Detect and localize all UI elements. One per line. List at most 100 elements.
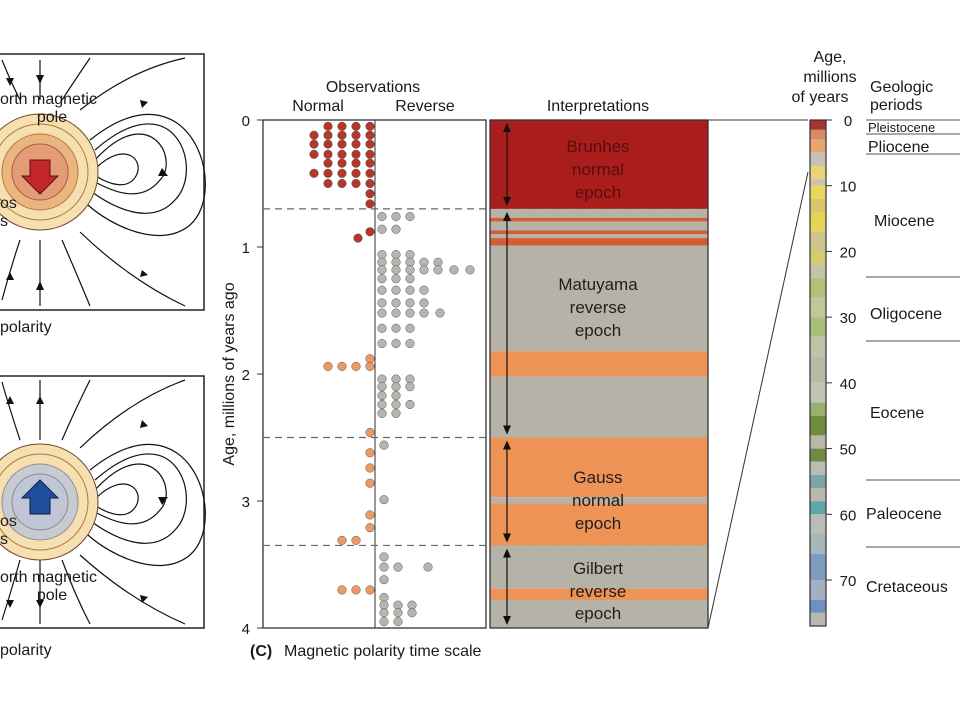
period-label: Pliocene	[868, 139, 929, 156]
observation-dot	[407, 600, 417, 610]
time-scale-band	[810, 448, 826, 462]
observation-dot	[365, 448, 375, 458]
epoch-label: Gauss	[573, 468, 622, 487]
observation-dot	[379, 440, 389, 450]
polarity-band	[490, 600, 708, 628]
observation-dot	[393, 562, 403, 572]
scale-tick-label: 10	[840, 179, 857, 196]
time-scale-frame	[809, 119, 827, 627]
interpretations-frame	[489, 119, 709, 629]
period-label: Oligocene	[870, 306, 942, 323]
observation-dot	[351, 121, 361, 131]
time-scale-band	[810, 474, 826, 488]
observation-dot	[379, 617, 389, 627]
time-scale-band	[810, 120, 826, 130]
observation-dot	[337, 139, 347, 149]
interpretations-title: Interpretations	[547, 98, 649, 115]
normal-polarity-caption: polarity	[0, 319, 52, 336]
pole-label: pole	[37, 109, 67, 126]
polarity-band	[490, 497, 708, 504]
observation-dot	[433, 257, 443, 267]
time-scale-band	[810, 297, 826, 318]
observation-dot	[391, 323, 401, 333]
polarity-band	[490, 217, 708, 222]
scale-tick-label: 50	[840, 442, 857, 459]
time-scale-band	[810, 612, 826, 626]
observation-dot	[391, 211, 401, 222]
time-scale-band	[810, 264, 826, 278]
observation-dot	[405, 308, 415, 318]
observation-dot	[419, 308, 429, 318]
observation-dot	[391, 382, 401, 392]
observation-dot	[377, 257, 387, 267]
time-scale-band	[810, 435, 826, 449]
time-scale-band	[810, 152, 826, 166]
polarity-band	[490, 503, 708, 546]
observation-dot	[337, 149, 347, 159]
polarity-band	[490, 437, 708, 498]
time-scale-band	[810, 179, 826, 186]
time-scale-band	[810, 553, 826, 580]
time-scale-band	[810, 501, 826, 515]
observation-dot	[365, 139, 375, 149]
axis-tick-label: 1	[242, 240, 250, 257]
observation-dot	[377, 250, 387, 260]
observation-dot	[337, 168, 347, 178]
observation-dot	[419, 265, 429, 275]
time-scale-band	[810, 461, 826, 475]
time-scale-panel: Age, millions of years Geologic periods …	[792, 49, 960, 627]
period-label: Eocene	[870, 405, 924, 422]
observation-dot	[353, 233, 363, 243]
north-magnetic-label: orth magnetic	[0, 91, 97, 108]
observation-dot	[365, 189, 375, 199]
time-scale-band	[810, 356, 826, 383]
arrowhead-icon	[503, 616, 511, 625]
observation-dot	[405, 285, 415, 295]
observation-dot	[323, 158, 333, 168]
observation-dot	[337, 361, 347, 371]
observation-dot	[405, 250, 415, 260]
axis-tick-label: 0	[242, 113, 250, 130]
side-label: os	[0, 195, 17, 212]
observation-dot	[351, 361, 361, 371]
epoch-boundary-lines	[263, 208, 708, 547]
side-label-2: s	[0, 531, 8, 548]
age-header: millions	[803, 69, 856, 86]
time-scale-band	[810, 212, 826, 232]
normal-column-header: Normal	[292, 98, 344, 115]
observation-dot	[337, 158, 347, 168]
observation-dot	[391, 274, 401, 284]
polarity-band	[490, 234, 708, 239]
arrowhead-icon	[503, 533, 511, 543]
arrow-up-icon	[20, 479, 60, 515]
observation-dot	[323, 361, 333, 371]
observation-dot	[365, 585, 375, 595]
observation-dot	[309, 139, 319, 149]
observation-dot	[379, 592, 389, 603]
observation-dot	[351, 158, 361, 168]
field-arrows	[6, 396, 168, 608]
observation-dot	[405, 265, 415, 275]
observation-dot	[323, 178, 333, 189]
scale-tick-label: 30	[840, 310, 857, 327]
observation-dot	[377, 298, 387, 308]
observations-panel: Observations Normal Reverse Age, million…	[221, 79, 487, 638]
period-label: Paleocene	[866, 506, 942, 523]
polarity-band	[490, 545, 708, 589]
observation-dot	[365, 149, 375, 159]
observation-dot	[391, 298, 401, 308]
observation-dot	[351, 178, 361, 189]
scale-tick-label: 60	[840, 507, 857, 524]
time-scale-band	[810, 198, 826, 212]
observation-dot	[365, 121, 375, 131]
observation-dot	[337, 585, 347, 595]
arrowhead-icon	[503, 123, 511, 132]
interpretations-panel: Interpretations Brunhes normal epoch Mat…	[489, 98, 709, 629]
epoch-label: normal	[572, 491, 624, 510]
observation-dot	[391, 224, 401, 234]
time-scale-band	[810, 534, 826, 554]
pole-label: pole	[37, 587, 67, 604]
observation-dot	[393, 608, 403, 618]
polarity-band	[490, 245, 708, 352]
time-scale-band	[810, 166, 826, 180]
